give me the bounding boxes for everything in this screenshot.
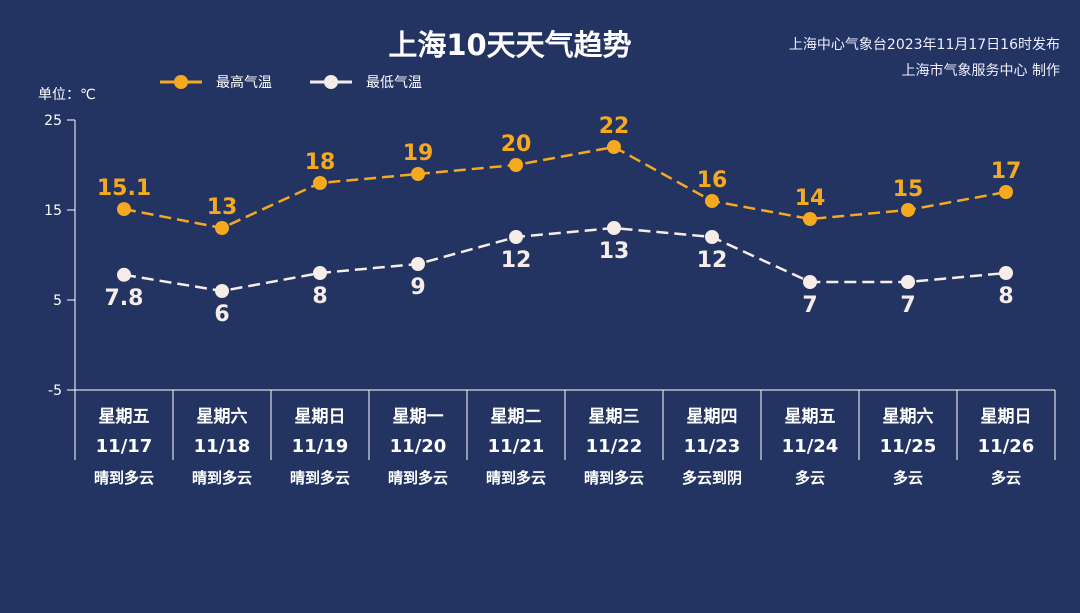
- x-weekday-label: 星期二: [491, 407, 542, 427]
- data-point-high: [803, 212, 817, 226]
- data-label-high: 15.1: [97, 176, 151, 201]
- data-point-high: [411, 167, 425, 181]
- data-point-high: [117, 202, 131, 217]
- series-line-high: [123, 145, 1007, 230]
- x-weekday-label: 星期四: [687, 407, 738, 427]
- x-weekday-label: 星期六: [883, 406, 934, 427]
- data-label-low: 13: [599, 239, 630, 264]
- legend-high-label: 最高气温: [216, 75, 272, 91]
- y-tick-label: 5: [53, 293, 62, 309]
- source-line-2: 上海市气象服务中心 制作: [901, 63, 1060, 79]
- data-label-low: 7: [900, 293, 915, 318]
- data-point-low: [607, 221, 621, 235]
- data-label-high: 18: [305, 150, 336, 175]
- x-weekday-label: 星期日: [981, 407, 1032, 427]
- data-label-high: 16: [697, 168, 728, 193]
- data-point-high: [901, 203, 915, 217]
- y-tick-label: -5: [48, 383, 62, 399]
- data-label-high: 19: [403, 141, 434, 166]
- x-weather-label: 晴到多云: [290, 469, 350, 487]
- data-point-high: [999, 185, 1013, 199]
- y-tick-label: 15: [44, 203, 62, 219]
- data-point-low: [901, 275, 915, 289]
- y-tick-label: 25: [44, 113, 62, 129]
- x-weather-label: 晴到多云: [388, 469, 448, 487]
- source-line-1: 上海中心气象台2023年11月17日16时发布: [788, 37, 1060, 53]
- data-point-low: [313, 266, 327, 280]
- x-weather-label: 多云: [893, 469, 923, 487]
- x-weather-label: 多云到阴: [682, 469, 742, 487]
- data-point-low: [411, 257, 425, 271]
- x-weekday-label: 星期六: [197, 406, 248, 427]
- data-label-high: 14: [795, 186, 826, 211]
- data-point-high: [215, 221, 229, 235]
- x-weather-label: 晴到多云: [584, 469, 644, 487]
- data-point-high: [313, 176, 327, 190]
- x-date-label: 11/19: [292, 436, 349, 457]
- data-label-low: 7: [802, 293, 817, 318]
- x-date-label: 11/24: [782, 436, 839, 457]
- x-weekday-label: 星期五: [785, 407, 836, 427]
- y-axis-unit: 单位：℃: [38, 87, 96, 103]
- x-weekday-label: 星期五: [99, 407, 150, 427]
- x-weather-label: 晴到多云: [192, 469, 252, 487]
- data-point-low: [803, 275, 817, 289]
- data-point-low: [705, 230, 719, 244]
- x-weather-label: 多云: [991, 469, 1021, 487]
- data-label-high: 17: [991, 159, 1022, 184]
- data-point-high: [607, 140, 621, 154]
- x-date-label: 11/20: [390, 436, 447, 457]
- data-label-low: 8: [998, 284, 1013, 309]
- data-point-low: [117, 267, 131, 282]
- x-weather-label: 晴到多云: [486, 469, 546, 487]
- x-weekday-label: 星期三: [589, 407, 640, 427]
- x-weekday-label: 星期日: [295, 407, 346, 427]
- data-label-high: 22: [599, 114, 630, 139]
- legend-high-marker-icon: [160, 75, 202, 89]
- data-label-low: 12: [501, 248, 532, 273]
- data-label-low: 12: [697, 248, 728, 273]
- legend-low-marker-icon: [310, 75, 352, 89]
- legend-item-low[interactable]: 最低气温: [310, 72, 422, 92]
- data-point-high: [705, 194, 719, 208]
- x-date-label: 11/25: [880, 436, 937, 457]
- x-weather-label: 多云: [795, 469, 825, 487]
- data-label-low: 7.8: [105, 286, 144, 311]
- data-label-low: 9: [410, 275, 425, 300]
- x-date-label: 11/18: [194, 436, 251, 457]
- data-label-high: 15: [893, 177, 924, 202]
- legend-item-high[interactable]: 最高气温: [160, 72, 272, 92]
- data-label-high: 13: [207, 195, 238, 220]
- x-date-label: 11/17: [96, 436, 153, 457]
- data-point-high: [509, 158, 523, 172]
- legend-low-label: 最低气温: [366, 75, 422, 91]
- data-point-low: [999, 266, 1013, 280]
- x-date-label: 11/21: [488, 436, 545, 457]
- data-label-low: 8: [312, 284, 327, 309]
- x-weather-label: 晴到多云: [94, 469, 154, 487]
- data-point-low: [509, 230, 523, 244]
- data-point-low: [215, 284, 229, 298]
- data-label-low: 6: [214, 302, 229, 327]
- data-label-high: 20: [501, 132, 532, 157]
- x-date-label: 11/22: [586, 436, 643, 457]
- series-line-low: [123, 226, 1007, 293]
- x-date-label: 11/23: [684, 436, 741, 457]
- x-weekday-label: 星期一: [393, 407, 444, 427]
- chart-title: 上海10天天气趋势: [388, 28, 632, 62]
- x-date-label: 11/26: [978, 436, 1035, 457]
